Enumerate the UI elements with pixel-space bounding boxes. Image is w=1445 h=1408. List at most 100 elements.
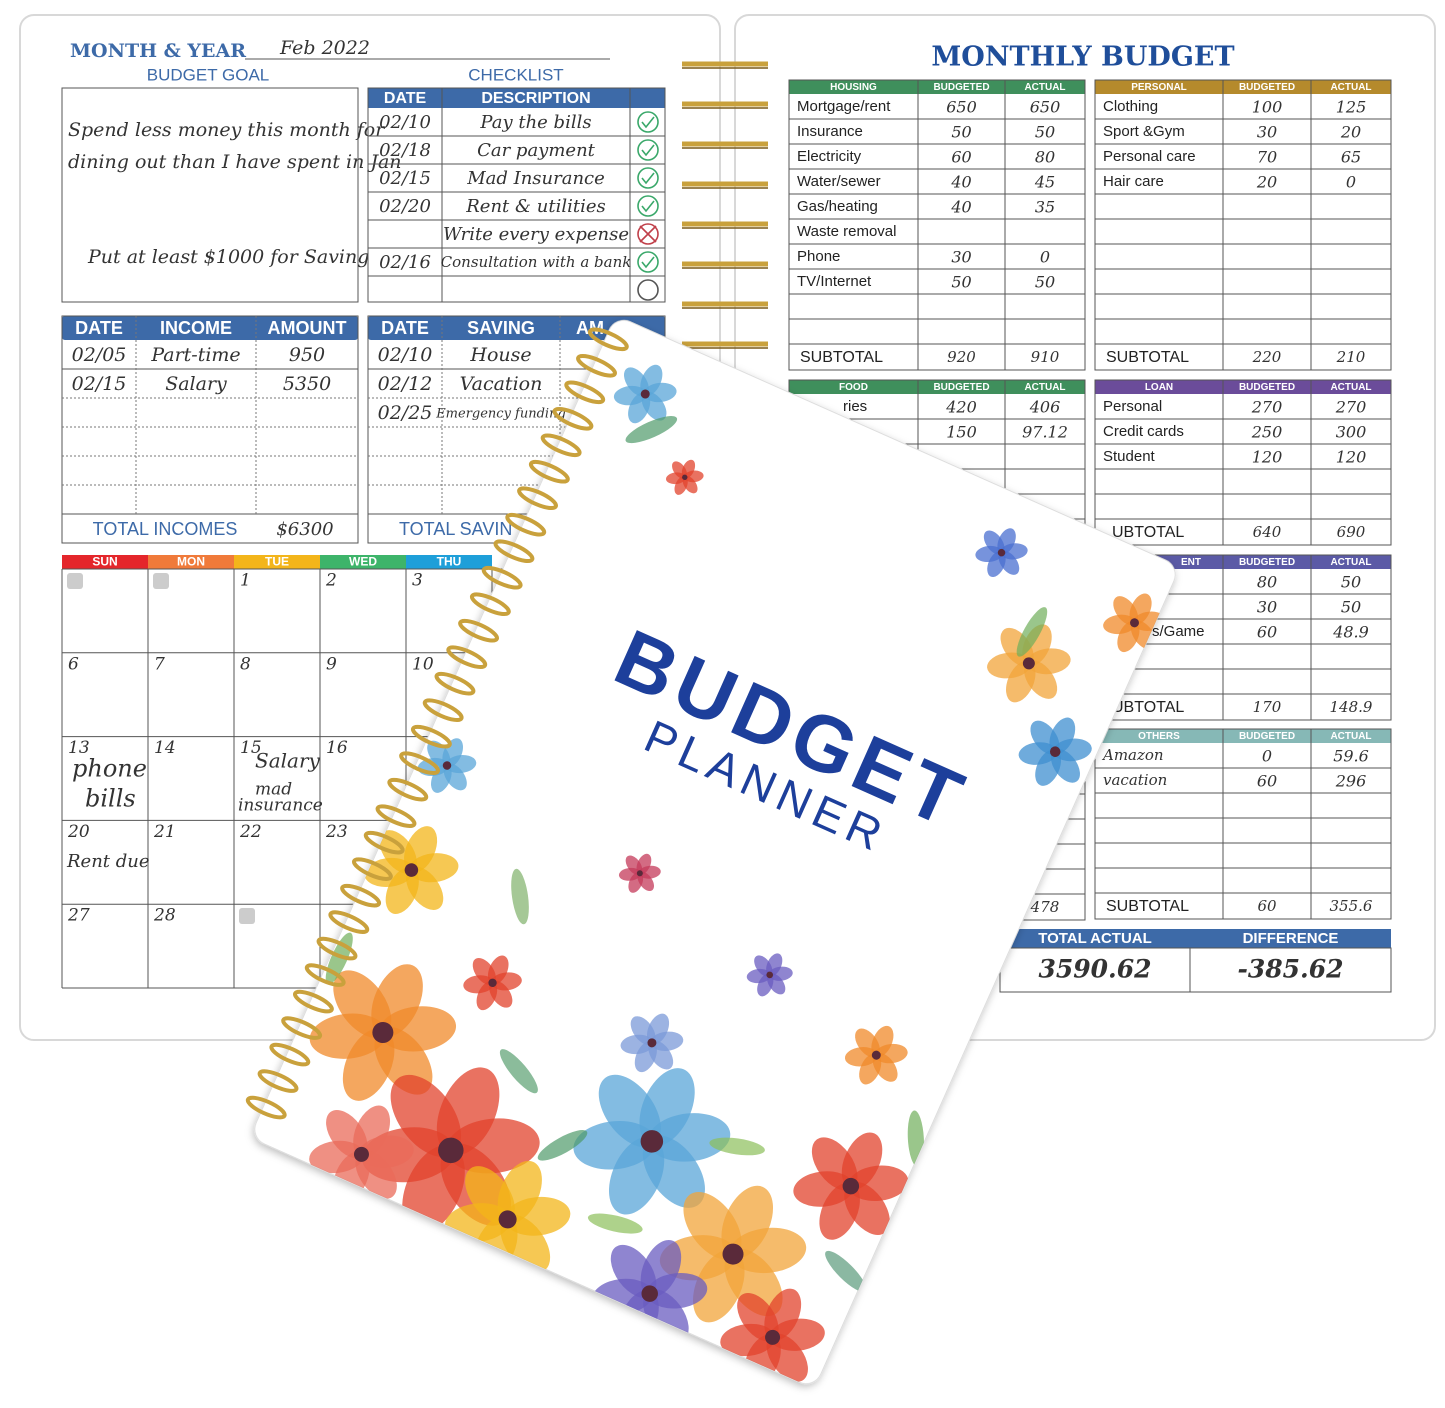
budget-item: Personal xyxy=(1103,398,1162,415)
spiral-ring xyxy=(328,910,370,934)
flower-center xyxy=(766,971,774,979)
day-number: 21 xyxy=(153,822,176,842)
petal xyxy=(737,1292,779,1342)
spiral-ring xyxy=(245,1095,287,1120)
cell: 02/15 xyxy=(72,373,127,395)
actual-value: 48.9 xyxy=(1332,623,1369,642)
flower-center xyxy=(636,870,643,877)
subtotal-budgeted: 60 xyxy=(1257,897,1277,915)
cell: 02/10 xyxy=(378,344,433,366)
spiral-ring xyxy=(351,857,393,881)
section-header-text: BUDGETED xyxy=(933,382,989,393)
leaf xyxy=(825,1250,867,1293)
cell: Vacation xyxy=(460,373,543,395)
section-header xyxy=(789,80,1085,94)
budget-item: Hair care xyxy=(1103,173,1164,190)
actual-value: 80 xyxy=(1035,148,1055,167)
check-date: 02/16 xyxy=(379,252,431,273)
actual-value: 120 xyxy=(1336,448,1367,467)
budget-item: Waste removal xyxy=(797,223,896,240)
actual-value: 0 xyxy=(1040,248,1050,267)
header-cell: INCOME xyxy=(160,318,232,338)
check-desc: Write every expense xyxy=(443,224,629,245)
petal xyxy=(855,1028,880,1058)
subtotal-label: SUBTOTAL xyxy=(800,349,883,366)
leaf xyxy=(625,416,678,444)
petal xyxy=(683,1191,742,1260)
weekday-band xyxy=(234,555,320,569)
budget-item: ries xyxy=(843,398,867,415)
flower-center xyxy=(722,1243,744,1265)
section-header-text: BUDGETED xyxy=(1239,82,1295,93)
check-desc: Rent & utilities xyxy=(465,196,605,217)
flower-center xyxy=(442,761,452,770)
budgeted-value: 40 xyxy=(950,198,971,217)
day-number: 6 xyxy=(68,654,79,674)
spiral-ring xyxy=(517,486,558,511)
budget-item: Electricity xyxy=(797,148,862,165)
flower-center xyxy=(647,1038,657,1048)
totals-value: -385.62 xyxy=(1237,955,1343,984)
calendar-note: Rent due xyxy=(66,851,150,872)
petal xyxy=(630,1016,656,1046)
weekday-band xyxy=(320,555,406,569)
flower-center xyxy=(404,863,419,877)
budget-item: Mortgage/rent xyxy=(797,98,891,115)
actual-value: 97.12 xyxy=(1022,423,1068,442)
budgeted-value: 60 xyxy=(951,148,971,167)
budget-item: vacation xyxy=(1103,771,1167,789)
petal xyxy=(333,970,392,1039)
petal xyxy=(598,1074,661,1148)
spiral-ring xyxy=(387,777,429,802)
calendar-note: mad xyxy=(255,780,292,800)
section-header-text: ACTUAL xyxy=(1330,557,1371,568)
flower-center xyxy=(488,978,497,988)
goal-line: Put at least $1000 for Saving xyxy=(87,246,369,268)
budgeted-value: 30 xyxy=(951,248,971,267)
flower-center xyxy=(1049,746,1061,757)
subtotal-budgeted: 920 xyxy=(947,348,976,366)
leaf xyxy=(709,1137,765,1156)
weekday-band xyxy=(406,555,492,569)
flower-center xyxy=(1129,618,1139,628)
section-header-text: ACTUAL xyxy=(1330,82,1371,93)
day-number: 22 xyxy=(239,822,262,842)
petal xyxy=(326,1109,368,1159)
cell: 02/05 xyxy=(72,344,127,366)
check-desc: Pay the bills xyxy=(479,112,591,133)
subtotal-label: SUBTOTAL xyxy=(1106,898,1189,915)
budgeted-value: 150 xyxy=(946,423,977,442)
actual-value: 0 xyxy=(1346,173,1356,192)
petal xyxy=(465,1166,515,1225)
budgeted-value: 40 xyxy=(950,173,971,192)
cell: Salary xyxy=(165,373,227,395)
spiral-ring xyxy=(576,353,617,378)
spiral-ring xyxy=(481,565,523,590)
leaf xyxy=(587,1213,643,1234)
flower-center xyxy=(871,1050,881,1060)
flower-center xyxy=(997,548,1006,557)
check-desc: Consultation with a bank xyxy=(441,253,632,271)
section-header-text: BUDGETED xyxy=(1239,557,1295,568)
weekday: MON xyxy=(177,555,205,569)
totals-header xyxy=(1190,929,1391,948)
weekday: SUN xyxy=(92,555,117,569)
budget-item: Clothing xyxy=(1103,98,1158,115)
cell: 950 xyxy=(289,344,325,366)
subtotal-budgeted: 640 xyxy=(1253,523,1282,541)
actual-value: 50 xyxy=(1341,573,1361,592)
spiral-ring xyxy=(410,724,452,749)
totals-cell xyxy=(1189,947,1392,993)
actual-value: 35 xyxy=(1035,198,1055,217)
weekday: TUE xyxy=(265,555,289,569)
actual-value: 50 xyxy=(1035,273,1055,292)
weekday-band xyxy=(62,555,148,569)
spiral-ring xyxy=(587,327,629,352)
actual-value: 296 xyxy=(1335,772,1367,791)
section-header xyxy=(1095,80,1391,94)
subtotal-budgeted: 220 xyxy=(1252,348,1282,366)
subtotal-label: SUBTOTAL xyxy=(1106,349,1189,366)
petal xyxy=(1113,596,1139,626)
leaf xyxy=(499,1049,538,1094)
budgeted-value: 30 xyxy=(1257,598,1277,617)
